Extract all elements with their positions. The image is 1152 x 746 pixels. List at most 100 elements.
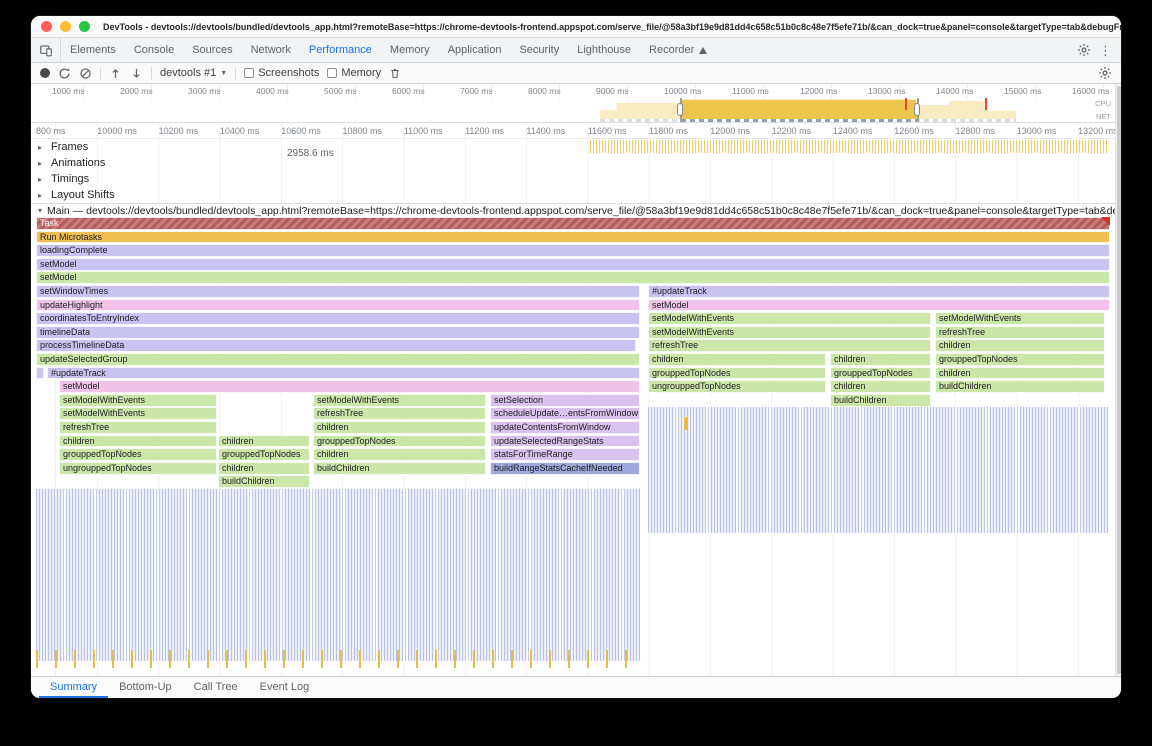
flame-bar[interactable]: children [935,366,1105,380]
flame-bar[interactable]: setWindowTimes [36,285,640,298]
track-animations[interactable]: ▸ Animations [31,155,1115,171]
flame-bar[interactable]: setModel [648,298,1110,312]
flame-bar[interactable]: children [218,461,310,475]
bottom-tab-bottom-up[interactable]: Bottom-Up [119,680,172,693]
detail-tick-label: 10600 ms [281,126,321,136]
reload-and-record-icon[interactable] [58,67,71,80]
flame-bar[interactable]: grouppedTopNodes [830,366,931,380]
flame-bar[interactable]: timelineData [36,325,640,339]
flame-bar[interactable]: Task [36,217,1110,230]
flame-bar[interactable]: children [935,339,1105,353]
flame-bar[interactable]: children [648,353,826,366]
flame-bar[interactable]: scheduleUpdate…entsFromWindow [490,407,640,421]
flame-bar[interactable]: updateContentsFromWindow [490,421,640,434]
toggle-device-toolbar-button[interactable] [31,38,61,62]
flame-bar[interactable]: refreshTree [935,325,1105,339]
load-profile-icon[interactable] [109,67,122,80]
bottom-tab-event-log[interactable]: Event Log [259,680,310,693]
memory-checkbox[interactable]: Memory [327,67,381,79]
close-window-button[interactable] [41,21,52,32]
flame-bar[interactable]: children [313,421,486,434]
zoom-window-button[interactable] [79,21,90,32]
flame-bar[interactable] [36,366,44,380]
capture-settings-gear-icon[interactable] [1098,66,1112,80]
flame-bar[interactable]: refreshTree [648,339,931,353]
tab-security[interactable]: Security [519,44,560,56]
flame-bar[interactable]: updateSelectedRangeStats [490,434,640,448]
flame-bar[interactable]: setModelWithEvents [59,407,217,421]
flame-bar[interactable]: buildChildren [218,475,310,489]
flame-bar[interactable]: setModelWithEvents [648,325,931,339]
track-frames[interactable]: ▸ Frames [31,139,1115,155]
flame-bar[interactable]: setModelWithEvents [935,312,1105,325]
flame-bar[interactable]: grouppedTopNodes [648,366,826,380]
flame-bar[interactable]: buildChildren [830,393,931,407]
tab-network[interactable]: Network [250,44,291,56]
clear-icon[interactable] [79,67,92,80]
flame-bar[interactable]: setModel [59,380,640,393]
detail-tick-label: 800 ms [36,126,66,136]
flame-bar[interactable]: setModelWithEvents [648,312,931,325]
flame-bar[interactable]: setSelection [490,393,640,407]
flame-bar[interactable]: setModelWithEvents [59,393,217,407]
flame-bar[interactable]: grouppedTopNodes [59,448,217,461]
flame-bar[interactable]: setModel [36,257,1110,271]
detail-tick-label: 10000 ms [97,126,137,136]
flame-bar[interactable]: processTimelineData [36,339,636,353]
save-profile-icon[interactable] [130,67,143,80]
toolbar-divider [100,66,101,80]
tab-application[interactable]: Application [447,44,502,56]
flame-bar[interactable]: #updateTrack [47,366,640,380]
flame-bar[interactable]: setModelWithEvents [313,393,486,407]
trash-icon[interactable] [389,67,401,80]
flame-bar[interactable]: refreshTree [313,407,486,421]
settings-gear-icon[interactable] [1077,43,1091,57]
tab-recorder[interactable]: Recorder [640,38,716,62]
track-layout-shifts[interactable]: ▸ Layout Shifts [31,187,1115,203]
main-track-header[interactable]: ▾ Main — devtools://devtools/bundled/dev… [31,203,1115,217]
flame-bar[interactable]: grouppedTopNodes [218,448,310,461]
tab-elements[interactable]: Elements [70,44,116,56]
screenshots-checkbox[interactable]: Screenshots [244,67,319,79]
flame-bar[interactable]: #updateTrack [648,285,1110,298]
flame-bar[interactable]: updateHighlight [36,298,640,312]
flame-bar[interactable]: Run Microtasks [36,230,1110,244]
flame-bar[interactable]: children [830,380,931,393]
tab-performance[interactable]: Performance [308,44,372,56]
overview-window-right-handle[interactable] [914,103,920,116]
overview-window-left-handle[interactable] [677,103,683,116]
flame-bar[interactable]: loadingComplete [36,244,1110,257]
flame-bar[interactable]: children [313,448,486,461]
timeline-overview-minimap[interactable]: CPU NET [31,98,1115,123]
flame-bar[interactable]: ungrouppedTopNodes [648,380,826,393]
tab-lighthouse[interactable]: Lighthouse [577,44,632,56]
tab-sources[interactable]: Sources [192,44,233,56]
scrollbar-thumb[interactable] [1117,86,1121,674]
flame-bar[interactable]: ungrouppedTopNodes [59,461,217,475]
profile-select[interactable]: devtools #1 ▼ [160,67,227,79]
overview-tick-label: 15000 ms [1004,86,1042,96]
minimize-window-button[interactable] [60,21,71,32]
track-timings[interactable]: ▸ Timings [31,171,1115,187]
flame-bar[interactable]: setModel [36,271,1110,285]
flame-bar[interactable]: refreshTree [59,421,217,434]
flame-bar[interactable]: children [218,434,310,448]
flame-bar[interactable]: grouppedTopNodes [935,353,1105,366]
flame-bar[interactable]: coordinatesToEntryIndex [36,312,640,325]
flame-bar[interactable]: children [59,434,217,448]
flame-bar[interactable]: grouppedTopNodes [313,434,486,448]
flame-bar[interactable]: statsForTimeRange [490,448,640,461]
vertical-scrollbar[interactable] [1115,84,1121,676]
bottom-tab-summary[interactable]: Summary [39,677,109,698]
tab-memory[interactable]: Memory [389,44,430,56]
bottom-tab-call-tree[interactable]: Call Tree [193,680,238,693]
flame-bar[interactable]: buildRangeStatsCacheIfNeeded [490,461,640,475]
tab-console[interactable]: Console [133,44,175,56]
flame-bar[interactable]: buildChildren [313,461,486,475]
flame-bar[interactable]: children [830,353,931,366]
record-button[interactable] [40,68,50,78]
flame-bar[interactable]: buildChildren [935,380,1105,393]
more-options-icon[interactable]: ⋮ [1099,42,1112,58]
flame-bar[interactable]: updateSelectedGroup [36,353,640,366]
track-label: Frames [51,141,89,153]
